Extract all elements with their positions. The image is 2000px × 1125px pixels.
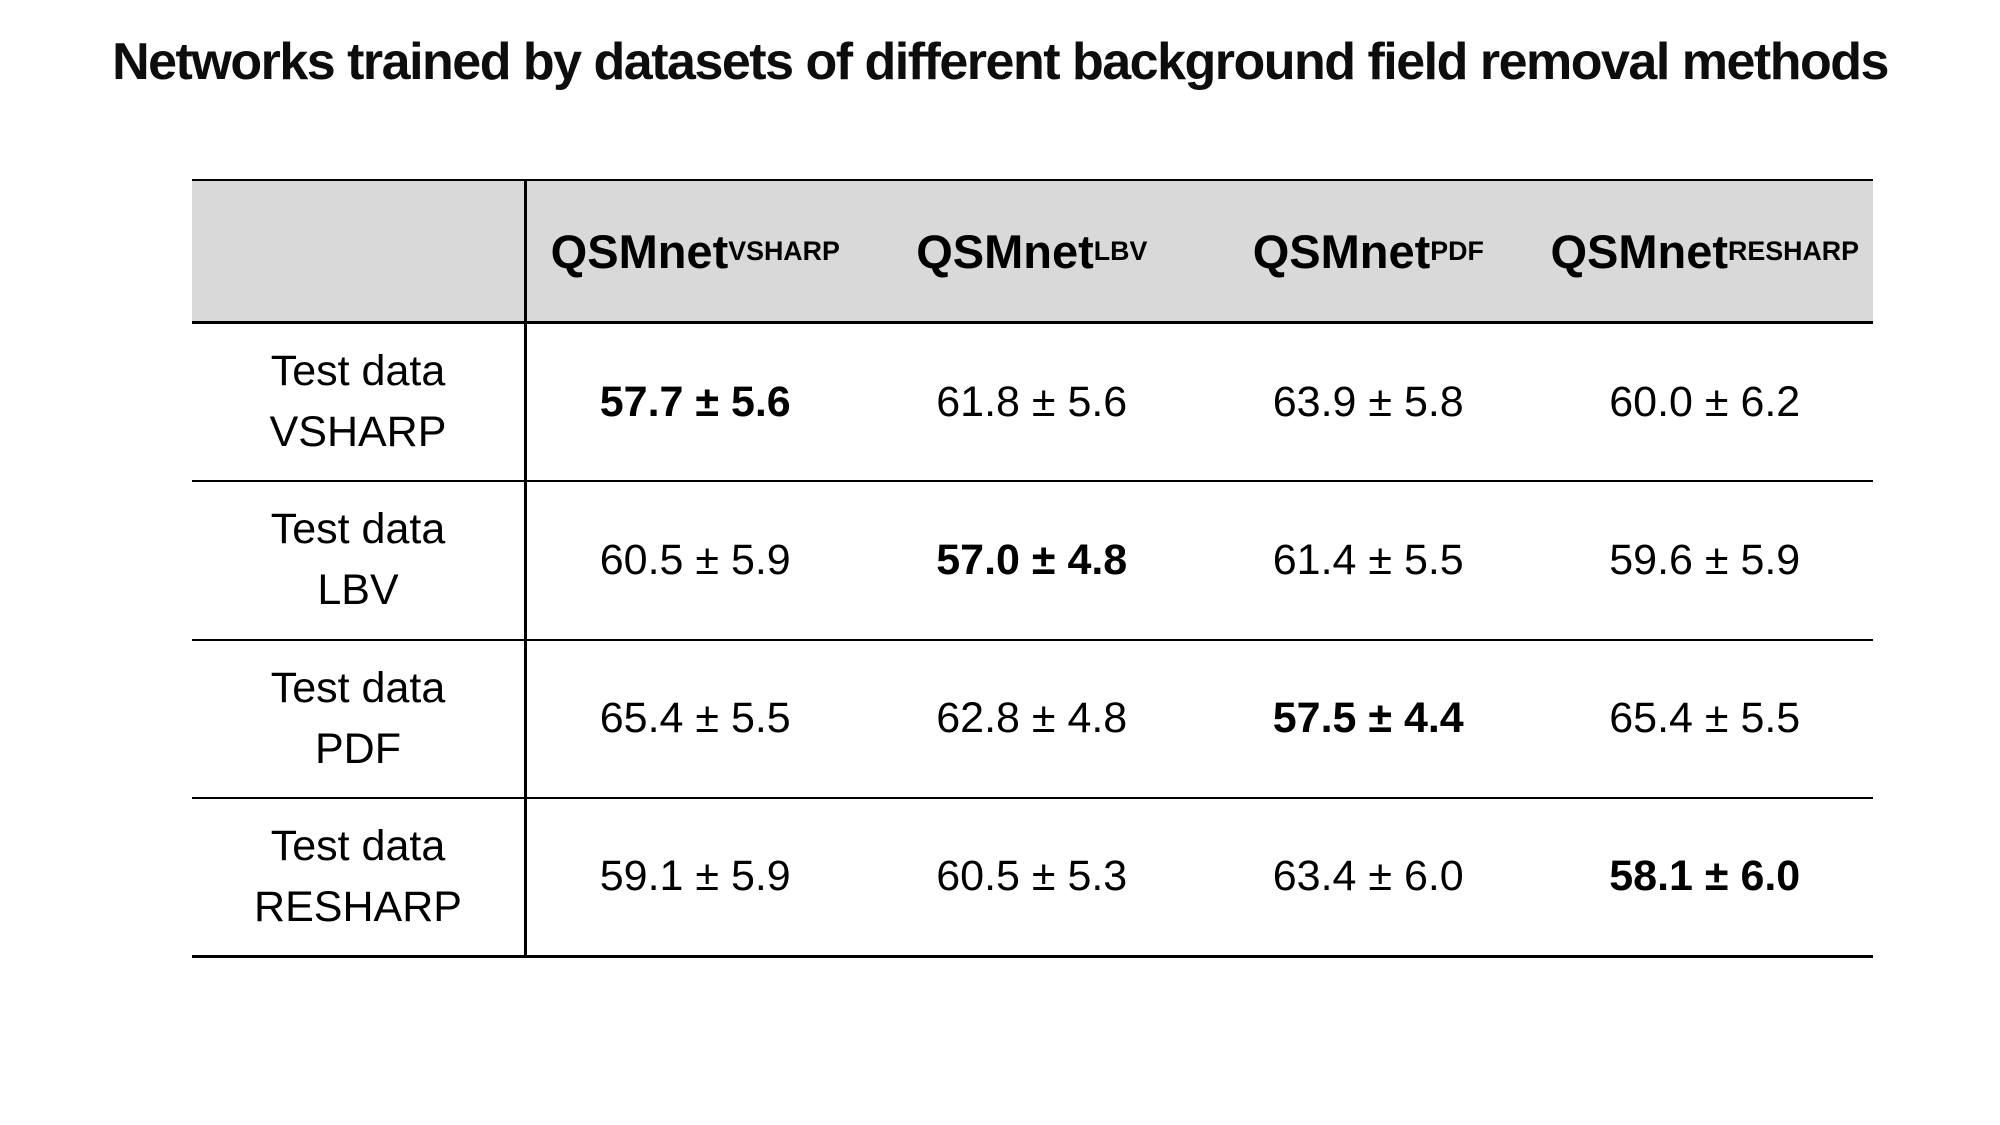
table-cell: 57.5 ± 4.4 [1272, 694, 1464, 743]
column-header-base: QSMnet [1252, 224, 1431, 278]
row-label-line2: LBV [317, 566, 399, 615]
row-label-line1: Test data [270, 347, 446, 396]
page-title: Networks trained by datasets of differen… [112, 33, 1889, 91]
table-cell: 60.5 ± 5.9 [599, 535, 791, 584]
row-label-lbv: Test data LBV [192, 482, 527, 639]
table-cell: 59.6 ± 5.9 [1609, 535, 1801, 584]
table-cell: 63.9 ± 5.8 [1272, 377, 1464, 426]
column-header-qsmnet-pdf: QSMnet PDF [1200, 181, 1537, 321]
table-row-pdf: Test data PDF 65.4 ± 5.5 62.8 ± 4.8 57.5… [192, 640, 1873, 799]
column-header-qsmnet-vsharp: QSMnet VSHARP [527, 181, 864, 321]
row-label-line2: PDF [315, 724, 401, 773]
row-label-line1: Test data [270, 821, 446, 870]
table-row-lbv: Test data LBV 60.5 ± 5.9 57.0 ± 4.8 61.4… [192, 482, 1873, 641]
column-header-subscript: PDF [1430, 235, 1484, 266]
column-header-qsmnet-lbv: QSMnet LBV [864, 181, 1201, 321]
table-cell: 58.1 ± 6.0 [1609, 852, 1801, 901]
row-label-line1: Test data [270, 505, 446, 554]
column-header-subscript: VSHARP [728, 235, 840, 266]
table-cell: 65.4 ± 5.5 [599, 694, 791, 743]
row-label-line1: Test data [270, 663, 446, 712]
column-header-base: QSMnet [916, 224, 1094, 278]
column-header-base: QSMnet [1550, 224, 1729, 278]
table-row-vsharp: Test data VSHARP 57.7 ± 5.6 61.8 ± 5.6 6… [192, 324, 1873, 483]
column-header-subscript: RESHARP [1728, 235, 1859, 266]
column-header-subscript: LBV [1093, 235, 1148, 266]
column-header-base: QSMnet [550, 224, 729, 278]
table-cell: 59.1 ± 5.9 [599, 852, 791, 901]
row-label-line2: RESHARP [254, 882, 462, 931]
results-table: QSMnet VSHARP QSMnet LBV QSMnet PDF QSMnet R… [192, 179, 1873, 958]
table-cell: 61.8 ± 5.6 [936, 377, 1128, 426]
table-cell: 62.8 ± 4.8 [936, 694, 1128, 743]
table-cell: 60.5 ± 5.3 [936, 852, 1128, 901]
column-header-qsmnet-resharp: QSMnet RESHARP [1537, 181, 1874, 321]
row-label-pdf: Test data PDF [192, 640, 527, 797]
table-row-resharp: Test data RESHARP 59.1 ± 5.9 60.5 ± 5.3 … [192, 798, 1873, 955]
table-cell: 61.4 ± 5.5 [1272, 535, 1464, 584]
row-label-resharp: Test data RESHARP [192, 798, 527, 955]
table-cell: 57.0 ± 4.8 [936, 535, 1128, 584]
corner-cell [192, 181, 527, 321]
table-header-row: QSMnet VSHARP QSMnet LBV QSMnet PDF QSMnet R… [192, 181, 1873, 324]
table-cell: 63.4 ± 6.0 [1272, 852, 1464, 901]
table-cell: 60.0 ± 6.2 [1609, 377, 1801, 426]
table-cell: 65.4 ± 5.5 [1609, 694, 1801, 743]
row-label-vsharp: Test data VSHARP [192, 324, 527, 481]
row-label-line2: VSHARP [269, 408, 447, 457]
table-cell: 57.7 ± 5.6 [599, 377, 791, 426]
